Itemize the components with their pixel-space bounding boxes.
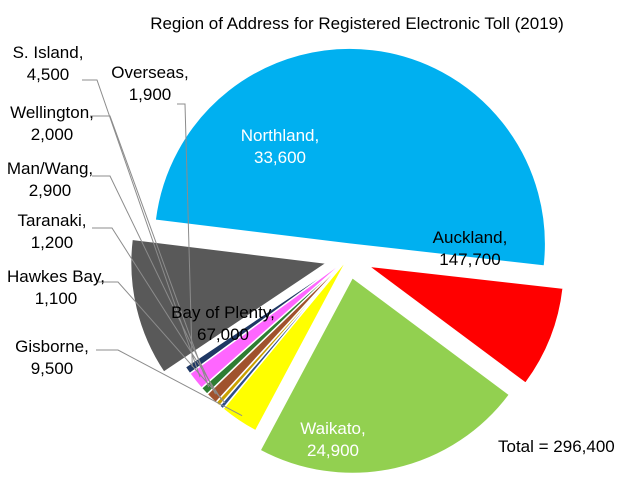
slice-waikato bbox=[365, 265, 565, 385]
slice-label-bay-of-plenty: Bay of Plenty, 67,000 bbox=[171, 303, 275, 344]
leader-line-gisborne bbox=[96, 349, 243, 417]
leader-line-s-island bbox=[82, 79, 201, 378]
slice-auckland bbox=[154, 47, 547, 267]
leader-line-hawkes-bay bbox=[96, 281, 226, 404]
slice-label-waikato: Waikato, 24,900 bbox=[300, 419, 366, 460]
slice-northland bbox=[129, 238, 329, 374]
leader-lines bbox=[82, 79, 243, 417]
slice-labels: Auckland, 147,700 Waikato, 24,900 Bay of Ple… bbox=[7, 43, 507, 460]
chart-title: Region of Address for Registered Electro… bbox=[150, 14, 564, 33]
slice-label-taranaki: Taranaki, 1,200 bbox=[18, 211, 87, 252]
slice-bay-of-plenty bbox=[258, 276, 511, 475]
slice-label-auckland: Auckland, 147,700 bbox=[433, 228, 508, 269]
slice-label-northland: Northland, 33,600 bbox=[241, 126, 319, 167]
slice-label-wellington: Wellington, 2,000 bbox=[10, 103, 94, 144]
slice-label-overseas: Overseas, 1,900 bbox=[111, 63, 188, 104]
slice-label-hawkes-bay: Hawkes Bay, 1,100 bbox=[7, 267, 105, 308]
total-label: Total = 296,400 bbox=[498, 437, 615, 456]
leader-line-taranaki bbox=[92, 227, 222, 401]
slice-label-man-wang: Man/Wang, 2,900 bbox=[7, 159, 93, 200]
slice-overseas bbox=[184, 257, 349, 375]
slice-label-s-island: S. Island, 4,500 bbox=[13, 43, 84, 84]
leader-line-overseas bbox=[177, 103, 193, 367]
pie-slices bbox=[129, 47, 565, 475]
slice-label-gisborne: Gisborne, 9,500 bbox=[15, 337, 89, 378]
